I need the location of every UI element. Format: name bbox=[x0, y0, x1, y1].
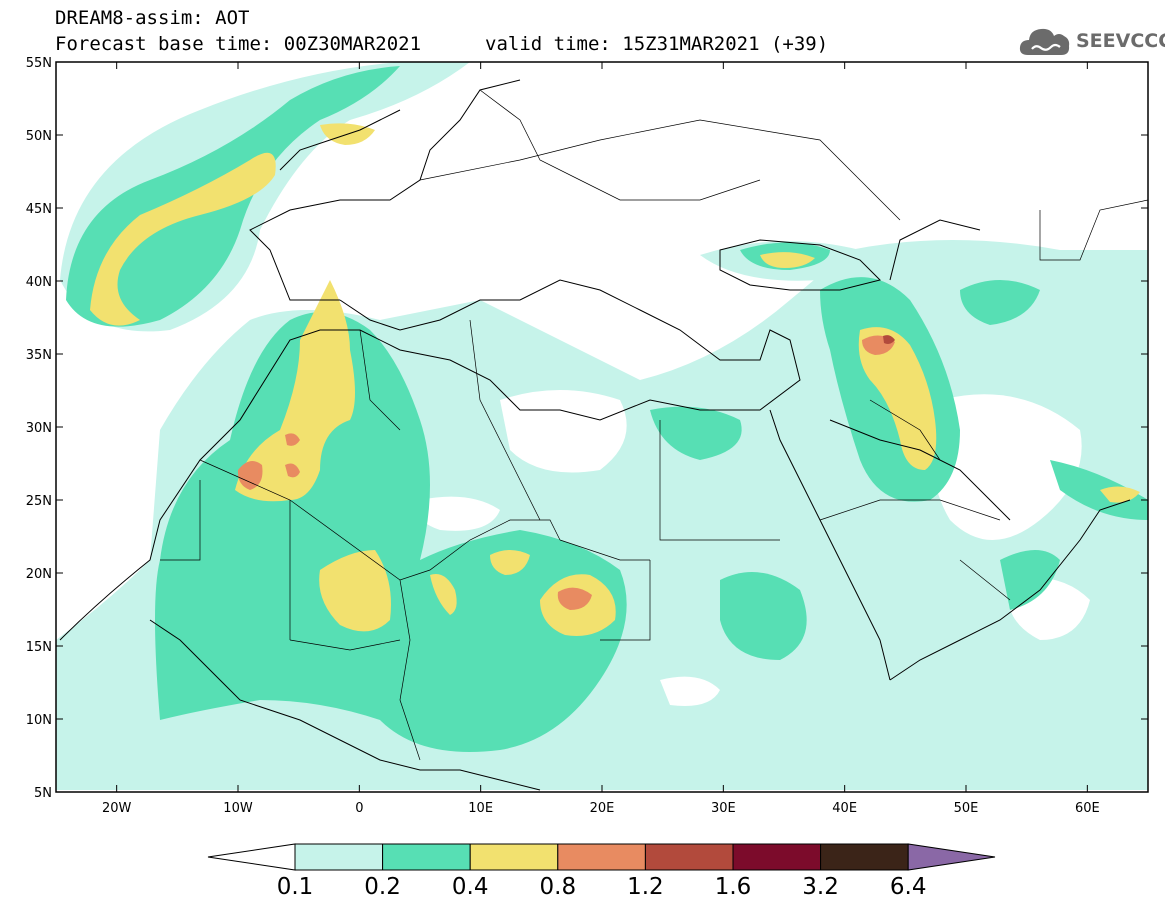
colorbar-segment bbox=[382, 843, 471, 871]
colorbar-segment bbox=[732, 843, 822, 871]
lon-tick-label: 20W bbox=[102, 801, 132, 816]
lon-tick-label: 10E bbox=[468, 801, 493, 816]
colorbar-label: 3.2 bbox=[802, 874, 839, 900]
model-title: DREAM8-assim: AOT bbox=[55, 7, 250, 29]
aot-level-1-2 bbox=[883, 335, 895, 344]
seevccc-logo: SEEVCCC bbox=[1018, 24, 1165, 58]
lon-tick-label: 60E bbox=[1075, 801, 1100, 816]
lat-tick-label: 15N bbox=[26, 640, 52, 655]
lat-tick-label: 40N bbox=[26, 275, 52, 290]
colorbar-label: 0.2 bbox=[364, 874, 401, 900]
lat-tick-label: 10N bbox=[26, 713, 52, 728]
colorbar-segment bbox=[294, 843, 384, 871]
lon-tick-label: 10W bbox=[223, 801, 253, 816]
colorbar-label: 1.2 bbox=[627, 874, 664, 900]
colorbar-segment bbox=[469, 843, 559, 871]
colorbar-label: 0.1 bbox=[277, 874, 314, 900]
lon-tick-label: 50E bbox=[954, 801, 979, 816]
colorbar-segment bbox=[644, 843, 734, 871]
forecast-base-time: Forecast base time: 00Z30MAR2021 bbox=[55, 33, 422, 55]
lon-tick-label: 40E bbox=[832, 801, 857, 816]
aot-level-0-4 bbox=[90, 123, 1140, 636]
lat-tick-label: 30N bbox=[26, 421, 52, 436]
lat-tick-label: 20N bbox=[26, 567, 52, 582]
cloud-icon bbox=[1019, 28, 1070, 55]
colorbar-segment bbox=[820, 843, 909, 871]
colorbar-segment bbox=[557, 843, 646, 871]
lat-tick-label: 55N bbox=[26, 56, 52, 71]
colorbar-label: 6.4 bbox=[890, 874, 927, 900]
lat-tick-label: 50N bbox=[26, 129, 52, 144]
colorbar: 0.1 0.2 0.4 0.8 1.2 1.6 3.2 6.4 bbox=[207, 843, 996, 900]
lat-tick-label: 25N bbox=[26, 494, 52, 509]
lon-tick-label: 0 bbox=[355, 801, 363, 816]
colorbar-low-arrow bbox=[207, 843, 296, 871]
lon-tick-label: 30E bbox=[711, 801, 736, 816]
colorbar-label: 0.8 bbox=[540, 874, 577, 900]
lon-tick-label: 20E bbox=[590, 801, 615, 816]
coastlines bbox=[59, 79, 1131, 791]
lat-tick-label: 5N bbox=[34, 786, 52, 801]
valid-time: valid time: 15Z31MAR2021 (+39) bbox=[485, 33, 829, 55]
colorbar-high-arrow bbox=[907, 843, 996, 871]
colorbar-label: 1.6 bbox=[715, 874, 752, 900]
colorbar-label: 0.4 bbox=[452, 874, 489, 900]
axis-ticks: 20W 10W 0 10E 20E 30E 40E 50E 60E 55N 50N 45N 40N 35N… bbox=[26, 56, 1148, 816]
lat-tick-label: 45N bbox=[26, 202, 52, 217]
aot-contour-field bbox=[56, 62, 1148, 792]
lat-tick-label: 35N bbox=[26, 348, 52, 363]
country-borders bbox=[160, 89, 1148, 761]
logo-text: SEEVCCC bbox=[1076, 30, 1165, 52]
